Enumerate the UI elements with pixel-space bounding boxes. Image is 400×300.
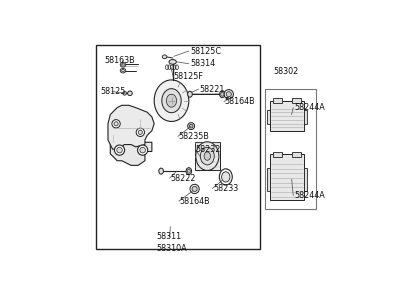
- Ellipse shape: [162, 89, 181, 113]
- Ellipse shape: [166, 94, 176, 107]
- Ellipse shape: [154, 80, 189, 122]
- Text: 58164B: 58164B: [180, 197, 210, 206]
- Ellipse shape: [222, 172, 230, 182]
- Ellipse shape: [120, 68, 126, 73]
- Ellipse shape: [117, 147, 122, 153]
- Ellipse shape: [200, 147, 214, 165]
- Text: 58235B: 58235B: [178, 132, 209, 141]
- Bar: [270, 101, 304, 131]
- Ellipse shape: [190, 184, 199, 194]
- Ellipse shape: [114, 145, 125, 155]
- Text: 58232: 58232: [196, 145, 221, 154]
- Ellipse shape: [120, 63, 126, 67]
- Ellipse shape: [140, 147, 146, 153]
- Bar: [292, 152, 301, 157]
- Bar: [292, 98, 301, 103]
- Text: 58310A: 58310A: [156, 244, 187, 253]
- Bar: [96, 45, 260, 248]
- Ellipse shape: [221, 92, 224, 96]
- Text: 58233: 58233: [213, 184, 238, 193]
- Text: 58163B: 58163B: [104, 56, 135, 65]
- Text: 58311: 58311: [156, 232, 182, 242]
- Ellipse shape: [189, 124, 193, 128]
- Ellipse shape: [224, 90, 234, 99]
- Bar: [267, 110, 270, 124]
- Ellipse shape: [169, 60, 176, 64]
- Ellipse shape: [112, 120, 120, 128]
- Bar: [273, 98, 282, 103]
- Text: 58164B: 58164B: [225, 97, 255, 106]
- Text: 58302: 58302: [273, 67, 298, 76]
- Polygon shape: [110, 142, 152, 165]
- Bar: [195, 142, 220, 170]
- Ellipse shape: [114, 122, 118, 126]
- Ellipse shape: [162, 55, 167, 58]
- Ellipse shape: [188, 91, 192, 97]
- Bar: [304, 110, 307, 124]
- Ellipse shape: [187, 169, 190, 173]
- Ellipse shape: [226, 92, 231, 97]
- Ellipse shape: [138, 145, 148, 155]
- Text: 58244A: 58244A: [294, 191, 325, 200]
- Ellipse shape: [159, 168, 164, 174]
- Polygon shape: [108, 105, 154, 149]
- Bar: [270, 154, 304, 200]
- Ellipse shape: [122, 70, 124, 72]
- Ellipse shape: [138, 130, 142, 134]
- Text: 58244A: 58244A: [294, 103, 325, 112]
- Ellipse shape: [122, 64, 124, 66]
- Ellipse shape: [204, 152, 210, 160]
- Bar: [265, 89, 316, 209]
- Ellipse shape: [123, 92, 126, 95]
- Text: 58222: 58222: [170, 174, 196, 183]
- Bar: [273, 152, 282, 157]
- Text: 58221: 58221: [199, 85, 225, 94]
- Ellipse shape: [186, 168, 192, 175]
- Text: 58125: 58125: [100, 87, 126, 96]
- Ellipse shape: [220, 91, 225, 98]
- Bar: [267, 168, 270, 191]
- Bar: [304, 168, 307, 191]
- Ellipse shape: [188, 123, 195, 130]
- Ellipse shape: [128, 91, 132, 96]
- Ellipse shape: [192, 186, 197, 191]
- Text: 58125C: 58125C: [190, 46, 221, 56]
- Text: 58125F: 58125F: [174, 72, 204, 81]
- Text: 58314: 58314: [190, 59, 215, 68]
- Ellipse shape: [136, 128, 144, 136]
- Ellipse shape: [196, 142, 219, 170]
